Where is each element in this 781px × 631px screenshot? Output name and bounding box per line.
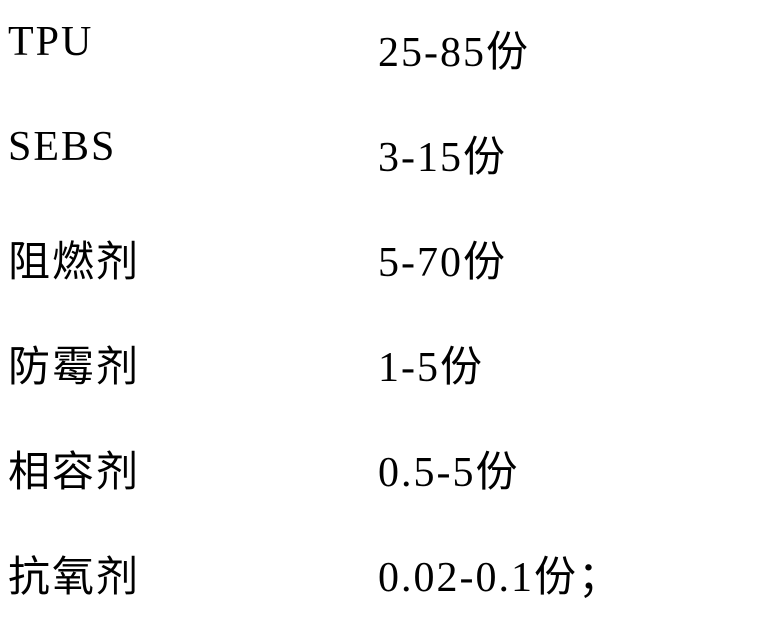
ingredient-label: 阻燃剂 xyxy=(8,228,140,289)
ingredient-value: 1-5份 xyxy=(378,333,484,394)
ingredient-label: 相容剂 xyxy=(8,438,140,499)
formula-table: TPU 25-85份 SEBS 3-15份 阻燃剂 5-70份 防霉剂 1-5份… xyxy=(0,0,781,631)
ingredient-value: 3-15份 xyxy=(378,123,507,184)
ingredient-value: 0.02-0.1份； xyxy=(378,543,622,604)
ingredient-label: 防霉剂 xyxy=(8,333,140,394)
ingredient-label: 抗氧剂 xyxy=(8,543,140,604)
ingredient-label: TPU xyxy=(8,18,93,66)
ingredient-value: 5-70份 xyxy=(378,228,507,289)
ingredient-value: 0.5-5份 xyxy=(378,438,520,499)
ingredient-value: 25-85份 xyxy=(378,18,530,79)
ingredient-label: SEBS xyxy=(8,123,116,171)
